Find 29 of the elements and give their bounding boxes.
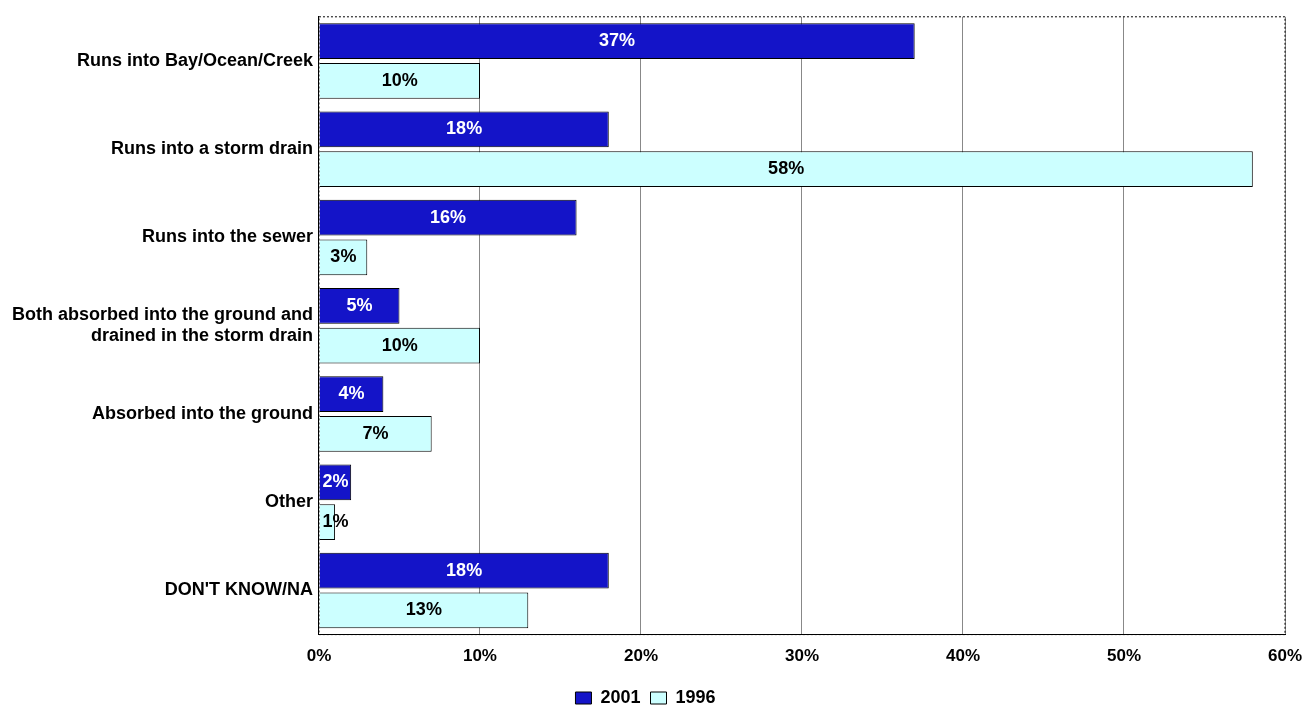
- data-label: 13%: [405, 599, 442, 620]
- x-tick-label: 40%: [945, 646, 981, 666]
- y-tick-label: Both absorbed into the ground and drained in the storm drain: [11, 303, 313, 346]
- legend-label: 1996: [675, 686, 716, 707]
- data-label: 4%: [338, 383, 365, 404]
- x-tick-label: 20%: [623, 646, 658, 666]
- y-tick-label: DON'T KNOW/NA: [164, 579, 313, 600]
- x-tick-label: 60%: [1267, 646, 1303, 666]
- legend-label: 2001: [600, 686, 641, 707]
- data-label: 16%: [430, 206, 467, 227]
- y-tick-label: Runs into Bay/Ocean/Creek: [76, 49, 314, 70]
- data-label: 18%: [446, 118, 483, 139]
- data-label: 7%: [362, 422, 389, 443]
- data-label: 18%: [446, 559, 483, 580]
- y-tick-label: Runs into a storm drain: [110, 138, 313, 159]
- x-tick-label: 50%: [1106, 646, 1142, 666]
- y-tick-label: Other: [264, 491, 313, 512]
- data-label: 37%: [599, 30, 636, 51]
- x-tick-label: 10%: [462, 646, 497, 666]
- data-label: 58%: [768, 158, 805, 179]
- data-label: 10%: [381, 334, 418, 355]
- data-label: 5%: [346, 294, 373, 315]
- data-label: 3%: [330, 246, 357, 267]
- y-tick-label: Absorbed into the ground: [91, 402, 313, 423]
- x-tick-label: 30%: [784, 646, 819, 666]
- x-tick-label: 0%: [306, 646, 332, 666]
- data-label: 2%: [322, 471, 349, 492]
- data-label: 10%: [381, 69, 418, 90]
- y-tick-label: Runs into the sewer: [141, 226, 313, 247]
